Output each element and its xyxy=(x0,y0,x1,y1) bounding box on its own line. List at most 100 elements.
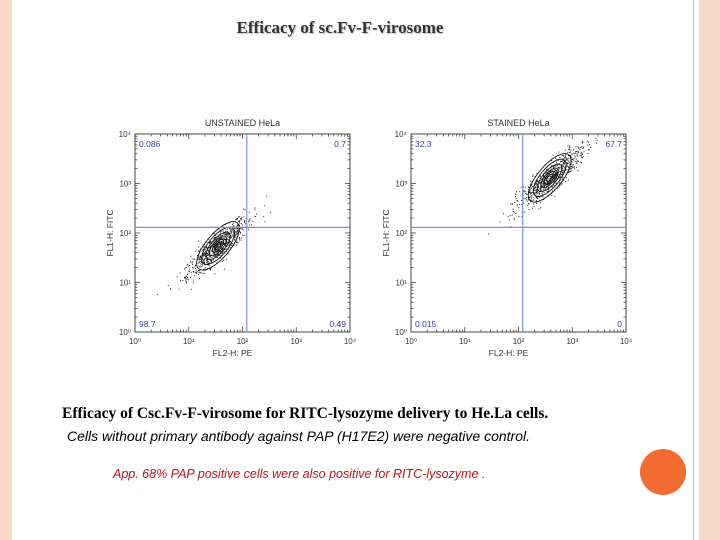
contour-line xyxy=(532,158,567,197)
event-dot xyxy=(548,175,550,177)
event-dot xyxy=(565,173,567,175)
event-dot xyxy=(566,162,568,164)
event-dot xyxy=(581,142,583,144)
event-dot xyxy=(568,147,570,149)
event-dot xyxy=(533,206,535,208)
event-dot xyxy=(546,176,548,178)
event-dot xyxy=(574,155,576,157)
event-dot xyxy=(213,233,215,235)
event-dot xyxy=(515,191,517,193)
event-dot xyxy=(216,238,218,240)
event-dot xyxy=(541,182,543,184)
event-dot xyxy=(561,165,563,167)
event-dot xyxy=(184,276,186,278)
event-dot xyxy=(547,184,549,186)
event-dot xyxy=(563,171,565,173)
event-dot xyxy=(575,151,577,153)
event-dot xyxy=(239,216,241,218)
event-dot xyxy=(535,186,537,188)
event-dot xyxy=(234,238,236,240)
event-dot xyxy=(228,236,230,238)
event-dot xyxy=(525,190,527,192)
event-dot xyxy=(216,246,218,248)
event-dot xyxy=(562,172,564,174)
event-dot xyxy=(231,243,233,245)
event-dot xyxy=(230,244,232,246)
contour-line xyxy=(201,226,235,265)
event-dot xyxy=(241,217,243,219)
y-axis-label: FL1-H: FITC xyxy=(381,209,391,256)
event-dot xyxy=(188,268,190,270)
event-dot xyxy=(553,165,555,167)
event-dot xyxy=(513,219,515,221)
event-dot xyxy=(540,196,542,198)
event-dot xyxy=(207,249,209,251)
event-dot xyxy=(231,229,233,231)
event-dot xyxy=(243,208,245,210)
event-dot xyxy=(243,216,245,218)
event-dot xyxy=(221,237,223,239)
event-dot xyxy=(188,265,190,267)
event-dot xyxy=(512,203,514,205)
event-dot xyxy=(568,172,570,174)
event-dot xyxy=(245,218,247,220)
event-dot xyxy=(201,263,203,265)
event-dot xyxy=(242,229,244,231)
plot-title: UNSTAINED HeLa xyxy=(205,118,280,128)
event-dot xyxy=(215,254,217,256)
event-dot xyxy=(521,216,523,218)
event-dot xyxy=(557,166,559,168)
event-dot xyxy=(512,208,514,210)
event-dot xyxy=(588,149,590,151)
event-dot xyxy=(212,258,214,260)
y-axis-label: FL1-H: FITC xyxy=(105,209,115,256)
event-dot xyxy=(515,196,517,198)
event-dot xyxy=(579,148,581,150)
event-dot xyxy=(564,149,566,151)
event-dot xyxy=(556,171,558,173)
event-dot xyxy=(541,179,543,181)
event-dot xyxy=(230,228,232,230)
event-dot xyxy=(572,166,574,168)
event-dot xyxy=(219,244,221,246)
event-dot xyxy=(200,258,202,260)
event-dot xyxy=(544,186,546,188)
event-dot xyxy=(202,261,204,263)
event-dot xyxy=(558,174,560,176)
event-dot xyxy=(227,232,229,234)
event-dot xyxy=(518,203,520,205)
event-dot xyxy=(523,197,525,199)
event-dot xyxy=(183,276,185,278)
event-dot xyxy=(518,207,520,209)
event-dot xyxy=(243,234,245,236)
event-dot xyxy=(530,194,532,196)
event-dot xyxy=(232,225,234,227)
event-dot xyxy=(530,193,532,195)
event-dot xyxy=(215,250,217,252)
event-dot xyxy=(202,272,204,274)
event-dot xyxy=(542,175,544,177)
event-dot xyxy=(523,186,525,188)
event-dot xyxy=(208,262,210,264)
event-dot xyxy=(251,224,253,226)
event-dot xyxy=(537,185,539,187)
event-dot xyxy=(197,274,199,276)
event-dot xyxy=(221,240,223,242)
event-dot xyxy=(562,167,564,169)
event-dot xyxy=(223,237,225,239)
event-dot xyxy=(511,203,513,205)
event-dot xyxy=(533,192,535,194)
event-dot xyxy=(538,186,540,188)
event-dot xyxy=(569,163,571,165)
event-dot xyxy=(230,236,232,238)
event-dot xyxy=(233,222,235,224)
event-dot xyxy=(229,247,231,249)
event-dot xyxy=(547,187,549,189)
event-dot xyxy=(255,216,257,218)
event-dot xyxy=(209,242,211,244)
event-dot xyxy=(240,218,242,220)
event-dot xyxy=(169,288,171,290)
event-dot xyxy=(214,241,216,243)
event-dot xyxy=(531,207,533,209)
event-dot xyxy=(545,189,547,191)
